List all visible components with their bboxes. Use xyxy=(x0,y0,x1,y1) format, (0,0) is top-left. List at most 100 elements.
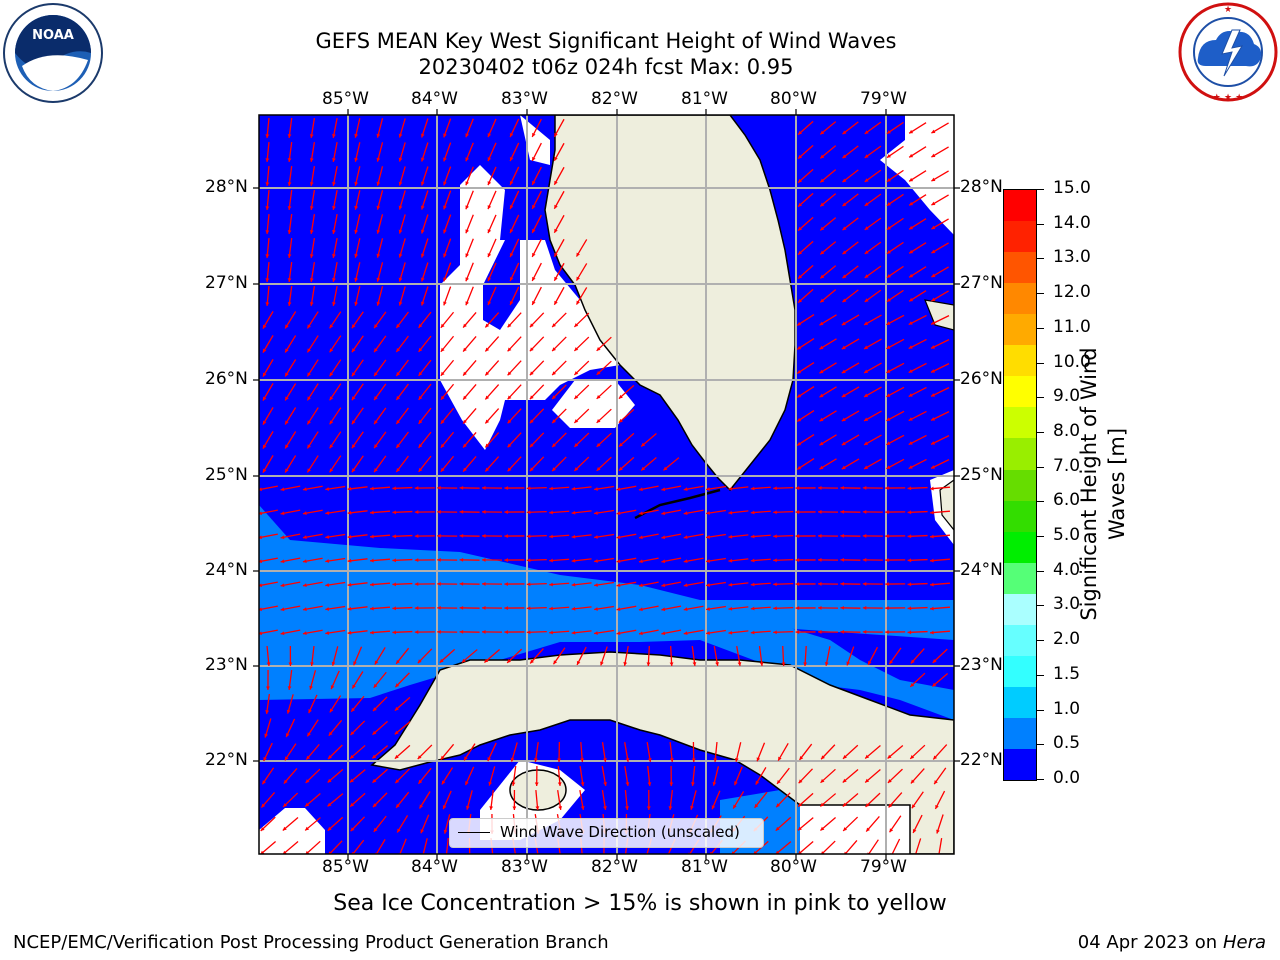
colorbar-tick-mark xyxy=(1037,362,1044,364)
wind-vector-head xyxy=(504,486,508,490)
wind-vector-head xyxy=(441,780,446,785)
wind-vector-head xyxy=(350,754,354,759)
wind-vector-head xyxy=(797,465,802,470)
wind-vector-head xyxy=(328,755,332,759)
wind-vector-head xyxy=(819,345,824,350)
wind-vector-head xyxy=(842,298,847,303)
wind-vector-head xyxy=(594,583,598,587)
wind-vector-head xyxy=(706,487,710,491)
wind-vector-head xyxy=(552,467,556,472)
wind-vector-head xyxy=(465,253,469,258)
wind-vector-head xyxy=(576,276,580,281)
colorbar-segment xyxy=(1004,190,1036,222)
lat-label-left-25n: 25°N xyxy=(205,465,248,485)
wind-vector-head xyxy=(907,630,912,635)
wind-vector-head xyxy=(307,348,311,353)
wind-vector-head xyxy=(616,607,621,612)
wind-vector-head xyxy=(558,806,563,810)
wind-vector-head xyxy=(373,683,378,688)
wind-vector-head xyxy=(532,300,536,305)
lon-label-bottom-84w: 84°W xyxy=(411,857,458,877)
wind-vector-head xyxy=(728,582,733,587)
wind-vector-head xyxy=(933,755,938,760)
lat-label-right-27n: 27°N xyxy=(960,273,1003,293)
wind-vector-head xyxy=(265,134,270,138)
wind-vector-head xyxy=(482,558,486,562)
colorbar-segment xyxy=(1004,624,1036,656)
wind-vector-head xyxy=(302,631,307,636)
wind-vector-head xyxy=(864,130,869,134)
wind-vector-head xyxy=(262,348,267,353)
wind-vector-head xyxy=(864,274,869,278)
wind-vector-head xyxy=(818,606,822,610)
wind-vector-head xyxy=(909,129,914,134)
wind-vector-head xyxy=(706,583,710,587)
wind-vector-head xyxy=(864,345,869,349)
wind-vector-head xyxy=(683,511,688,516)
wind-vector-head xyxy=(529,395,534,400)
wind-vector-head xyxy=(347,486,352,491)
wind-vector-head xyxy=(862,582,867,586)
wind-vector-head xyxy=(347,582,352,587)
wind-vector-head xyxy=(775,850,780,854)
wind-vector-head xyxy=(663,466,668,471)
noaa-logo: NOAA xyxy=(3,3,103,103)
wind-vector-head xyxy=(330,685,335,690)
wind-vector-head xyxy=(750,486,755,491)
nodata-se xyxy=(800,800,910,854)
wind-vector-head xyxy=(285,348,289,353)
wind-vector-head xyxy=(287,230,292,234)
wind-vector-head xyxy=(482,486,486,490)
wind-vector-head xyxy=(909,273,914,278)
wind-vector-head xyxy=(332,158,336,162)
wind-vector-head xyxy=(372,754,377,759)
wind-vector-head xyxy=(414,558,419,562)
wind-vector-head xyxy=(865,778,870,783)
wind-vector-head xyxy=(265,710,270,714)
wind-vector-head xyxy=(616,487,621,492)
wind-vector-head xyxy=(485,347,490,352)
wind-vector-head xyxy=(728,534,733,539)
wind-vector-arrow xyxy=(422,838,428,854)
wind-vector-head xyxy=(485,467,490,472)
wind-vector-head xyxy=(309,206,314,210)
cuba-land xyxy=(370,651,954,854)
wind-vector-head xyxy=(332,206,336,210)
wind-vector-head xyxy=(574,347,579,351)
wind-vector-head xyxy=(683,583,688,588)
wind-vector-head xyxy=(728,510,733,515)
wind-vector-head xyxy=(706,511,710,515)
wind-vector-head xyxy=(418,419,423,424)
wind-vector-head xyxy=(625,782,630,786)
wind-vector-head xyxy=(440,347,445,352)
wind-vector-head xyxy=(618,418,623,423)
wind-vector-head xyxy=(596,371,601,375)
wind-vector-head xyxy=(798,802,803,807)
wind-vector-head xyxy=(820,250,825,255)
lat-label-left-22n: 22°N xyxy=(205,750,248,770)
wind-vector-head xyxy=(509,229,514,234)
wind-vector-head xyxy=(887,754,892,759)
wind-vector-head xyxy=(840,629,844,634)
wind-vector-head xyxy=(282,826,287,831)
wind-vector-head xyxy=(265,182,270,186)
wind-vector-head xyxy=(824,661,829,666)
wind-vector-head xyxy=(398,157,403,162)
wind-vector-head xyxy=(484,658,489,663)
wind-vector-head xyxy=(596,347,601,351)
wind-vector-head xyxy=(690,782,695,786)
colorbar-segment xyxy=(1004,345,1036,377)
wind-vector-head xyxy=(459,581,464,586)
colorbar-tick-label: 2.0 xyxy=(1053,629,1081,650)
wind-vector-head xyxy=(465,205,469,210)
wind-vector-head xyxy=(443,133,447,138)
wind-vector-head xyxy=(370,486,374,491)
wind-vector-head xyxy=(302,511,307,516)
wind-vector-head xyxy=(638,631,643,636)
wind-vector-head xyxy=(329,708,334,713)
wind-vector-head xyxy=(465,301,469,306)
wind-vector-head xyxy=(862,534,867,538)
wind-vector-head xyxy=(509,301,514,306)
wind-vector-head xyxy=(529,419,534,424)
wind-vector-head xyxy=(864,417,869,421)
